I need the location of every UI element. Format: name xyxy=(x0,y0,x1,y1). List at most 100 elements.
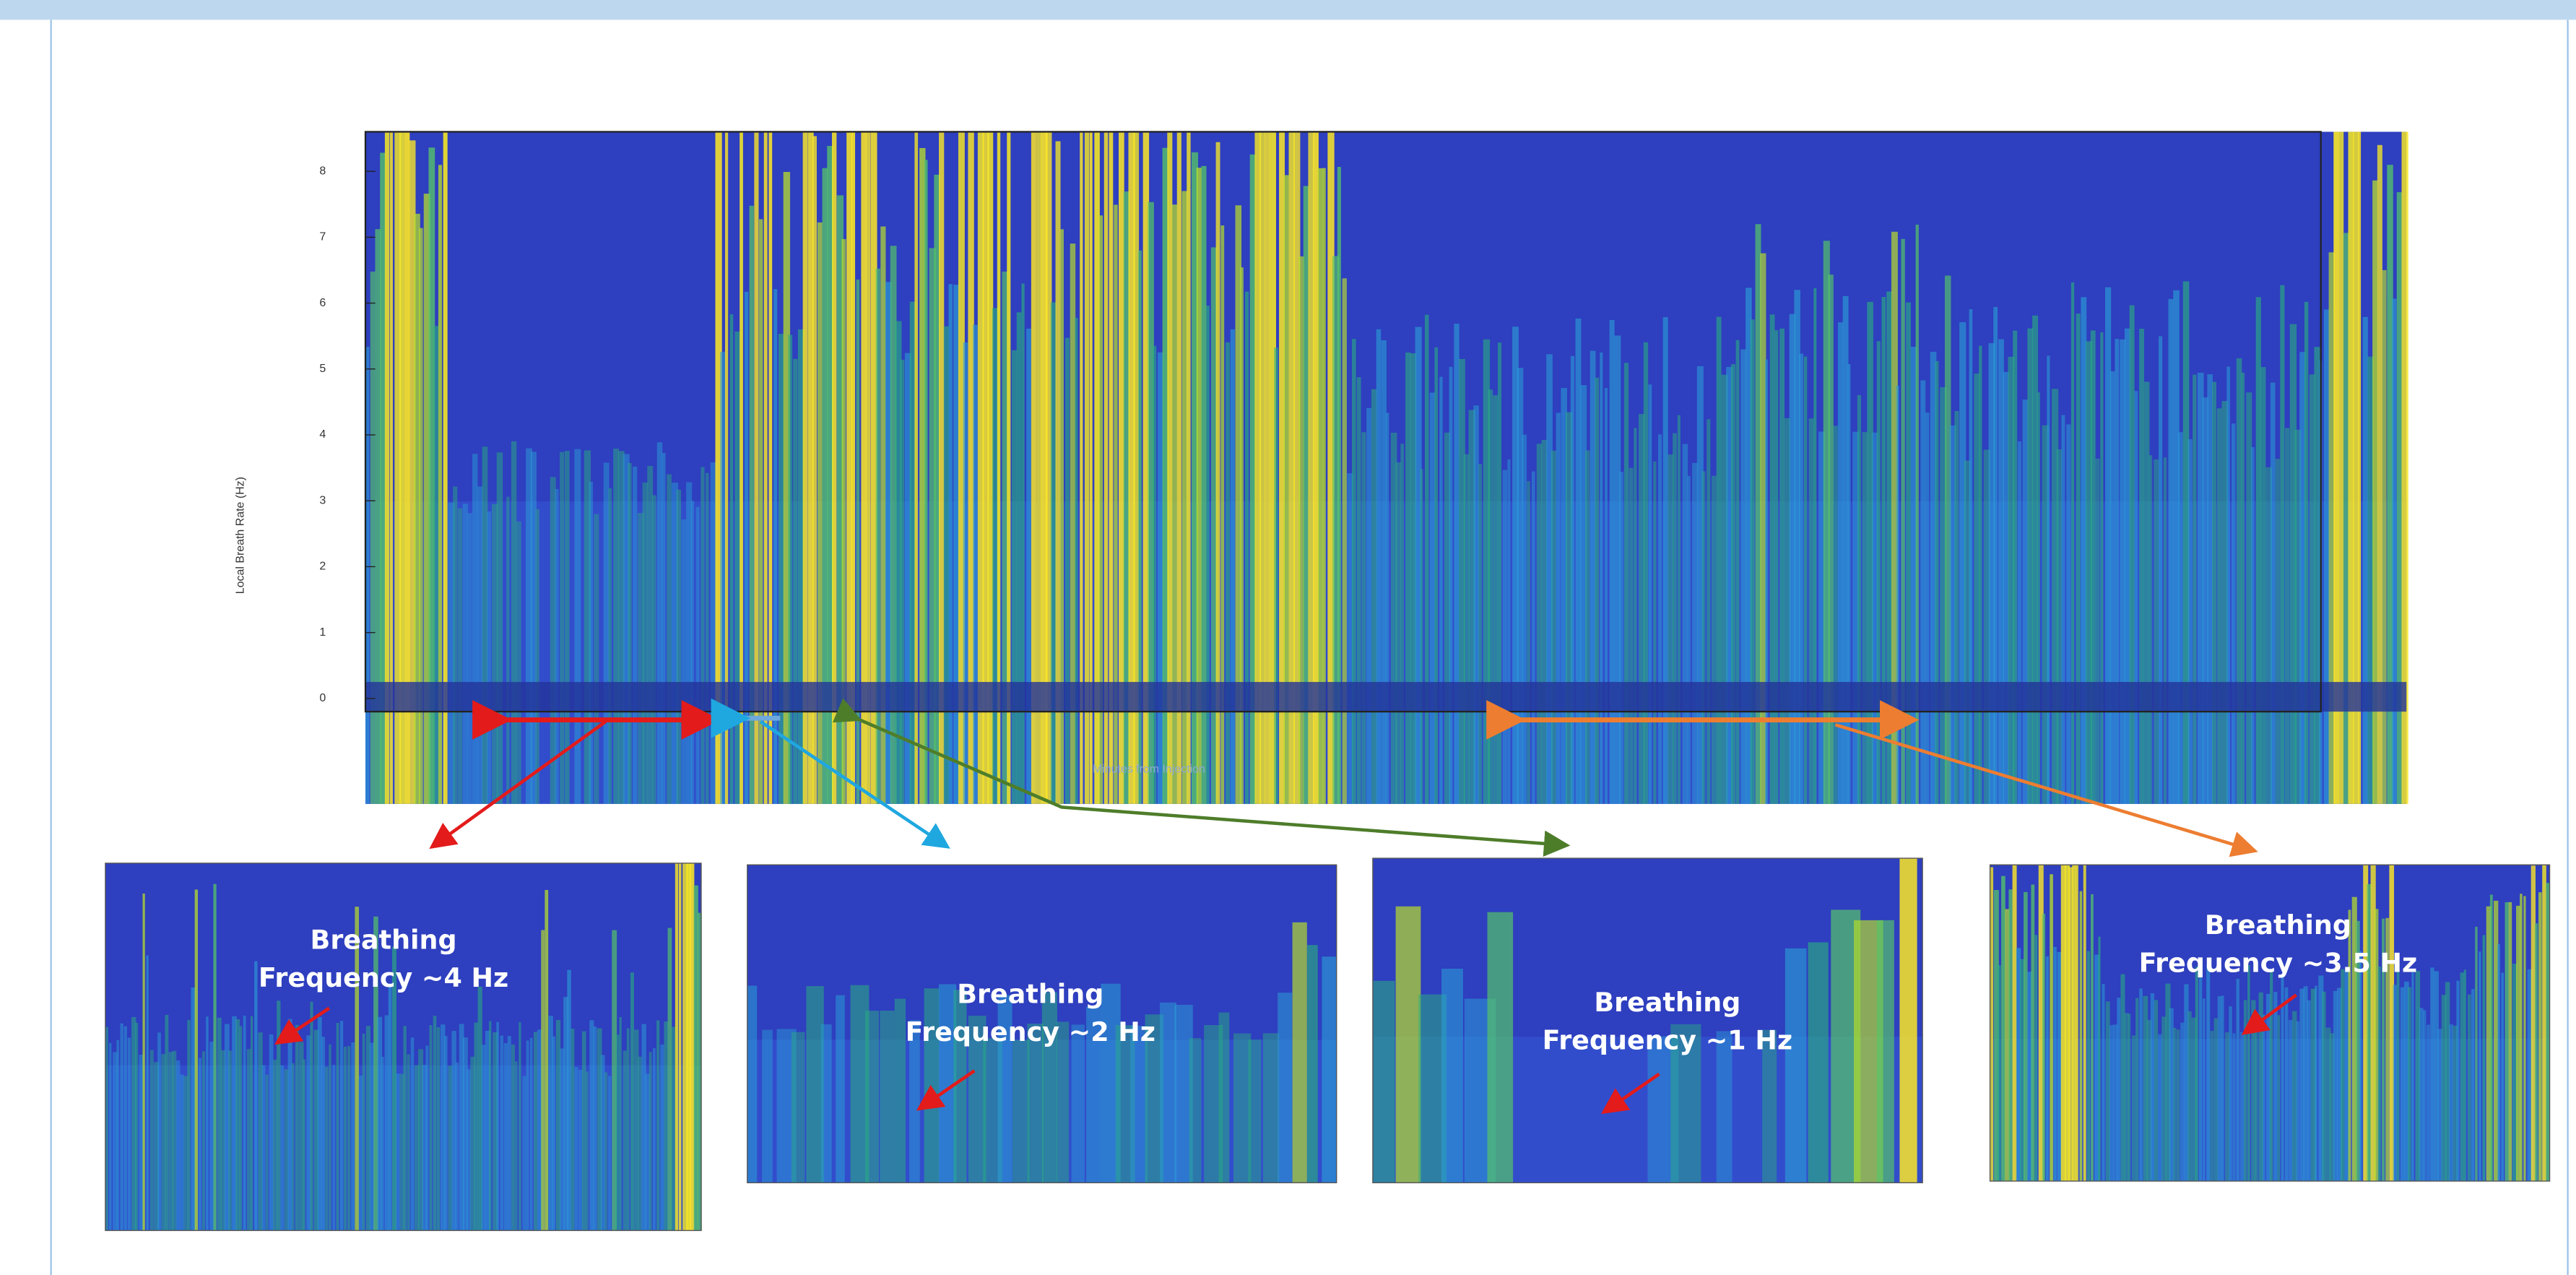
spectrogram-band xyxy=(1925,412,1929,804)
spectrogram-band xyxy=(1278,993,1292,1183)
spectrogram-band xyxy=(1021,283,1024,803)
spectrogram-band xyxy=(1809,418,1814,804)
annotation-text: Breathing xyxy=(311,924,457,955)
spectrogram-band xyxy=(589,482,593,804)
spectrogram-band xyxy=(482,446,487,804)
spectrogram-band xyxy=(880,226,885,803)
spectrogram-band xyxy=(2509,902,2512,1181)
spectrogram-band xyxy=(340,1021,343,1230)
spectrogram-band xyxy=(586,1071,589,1230)
y-tick-label: 2 xyxy=(319,561,326,573)
spectrogram-band xyxy=(1785,948,1807,1183)
spectrogram-band xyxy=(273,1060,277,1231)
spectrogram-band xyxy=(2100,332,2103,804)
spectrogram-band xyxy=(2497,944,2500,1181)
spectrogram-band xyxy=(1702,471,1706,803)
spectrogram-band xyxy=(1556,412,1561,803)
spectrogram-band xyxy=(1896,386,1899,804)
spectrogram-band xyxy=(2505,902,2509,1181)
spectrogram-band xyxy=(266,1075,269,1231)
spectrogram-band xyxy=(2154,1000,2158,1181)
spectrogram-floor xyxy=(365,682,2406,712)
spectrogram-band xyxy=(2042,914,2045,1181)
spectrogram-band xyxy=(691,501,694,803)
spectrogram-band xyxy=(1017,312,1022,803)
spectrogram-band xyxy=(2392,298,2396,803)
spectrogram-band xyxy=(2102,984,2105,1181)
spectrogram-band xyxy=(1366,408,1371,804)
spectrogram-band xyxy=(2490,894,2493,1181)
spectrogram-band xyxy=(325,1067,328,1231)
spectrogram-band xyxy=(2304,302,2308,804)
spectrogram-band xyxy=(2393,985,2398,1181)
spectrogram-band xyxy=(2130,306,2135,804)
spectrogram-band xyxy=(1307,945,1318,1183)
spectrogram-band xyxy=(2139,988,2143,1181)
spectrogram-band xyxy=(165,1015,168,1230)
spectrogram-band xyxy=(2285,987,2289,1181)
spectrogram-band xyxy=(2263,1014,2265,1181)
spectrogram-band xyxy=(1833,425,1838,803)
spectrogram-band xyxy=(444,1036,448,1230)
spectrogram-band xyxy=(2134,391,2138,804)
spectrogram-band xyxy=(2149,455,2153,804)
spectrogram-band xyxy=(458,509,462,804)
spectrogram-band xyxy=(948,284,952,804)
spectrogram-band xyxy=(1434,347,1438,804)
spectrogram-band xyxy=(2523,896,2525,1181)
spectrogram-band xyxy=(1668,454,1673,804)
spectrogram-band xyxy=(1740,350,1745,804)
spectrogram-band xyxy=(2057,449,2062,804)
spectrogram-band xyxy=(2072,865,2076,1181)
spectrogram-band xyxy=(1717,317,1722,804)
spectrogram-band xyxy=(448,1066,452,1230)
spectrogram-band xyxy=(762,1030,773,1183)
spectrogram-band xyxy=(1274,347,1278,804)
spectrogram-band xyxy=(453,487,457,804)
spectrogram-band xyxy=(821,1024,832,1183)
spectrogram-band xyxy=(578,1070,583,1230)
spectrogram-band xyxy=(209,1042,214,1230)
spectrogram-band xyxy=(437,1027,440,1231)
spectrogram-band xyxy=(295,1025,299,1231)
spectrogram-band xyxy=(604,462,610,803)
spectrogram-band xyxy=(1770,314,1775,803)
spectrogram-band xyxy=(660,1045,664,1230)
spectrogram-band xyxy=(389,986,392,1231)
spectrogram-band xyxy=(2221,995,2224,1181)
spectrogram-band xyxy=(511,441,516,804)
spectrogram-band xyxy=(2260,367,2265,804)
annotation-text: Frequency ~4 Hz xyxy=(259,962,508,993)
spectrogram-band xyxy=(745,292,748,804)
spectrogram-band xyxy=(656,1021,659,1231)
spectrogram-band xyxy=(2471,989,2474,1181)
spectrogram-band xyxy=(2218,996,2222,1181)
spectrogram-band xyxy=(2251,447,2255,804)
spectrogram-band xyxy=(1906,303,1911,804)
spectrogram-band xyxy=(411,1037,415,1230)
spectrogram-band xyxy=(240,1026,243,1230)
spectrogram-band xyxy=(2363,317,2368,804)
spectrogram-band xyxy=(2066,424,2070,803)
spectrogram-band xyxy=(1449,367,1453,804)
spectrogram-band xyxy=(2178,432,2183,804)
spectrogram-band xyxy=(1648,384,1652,804)
spectrogram-band xyxy=(2408,987,2411,1182)
spectrogram-band xyxy=(672,1027,676,1230)
spectrogram-band xyxy=(1138,251,1142,804)
spectrogram-band xyxy=(318,1017,322,1231)
spectrogram-band xyxy=(2456,981,2459,1181)
spectrogram-band xyxy=(613,449,619,804)
spectrogram-band xyxy=(1731,364,1735,804)
spectrogram-band xyxy=(2237,358,2242,804)
spectrogram-band xyxy=(1075,318,1077,804)
spectrogram-band xyxy=(2289,1020,2293,1181)
spectrogram-band xyxy=(865,1011,879,1183)
spectrogram-band xyxy=(690,863,694,1231)
spectrogram-band xyxy=(128,1038,131,1231)
spectrogram-band xyxy=(261,1066,265,1231)
spectrogram-band xyxy=(385,1015,389,1230)
spectrogram-band xyxy=(1804,357,1807,804)
spectrogram-band xyxy=(2277,1015,2280,1181)
spectrogram-band xyxy=(1595,378,1599,804)
